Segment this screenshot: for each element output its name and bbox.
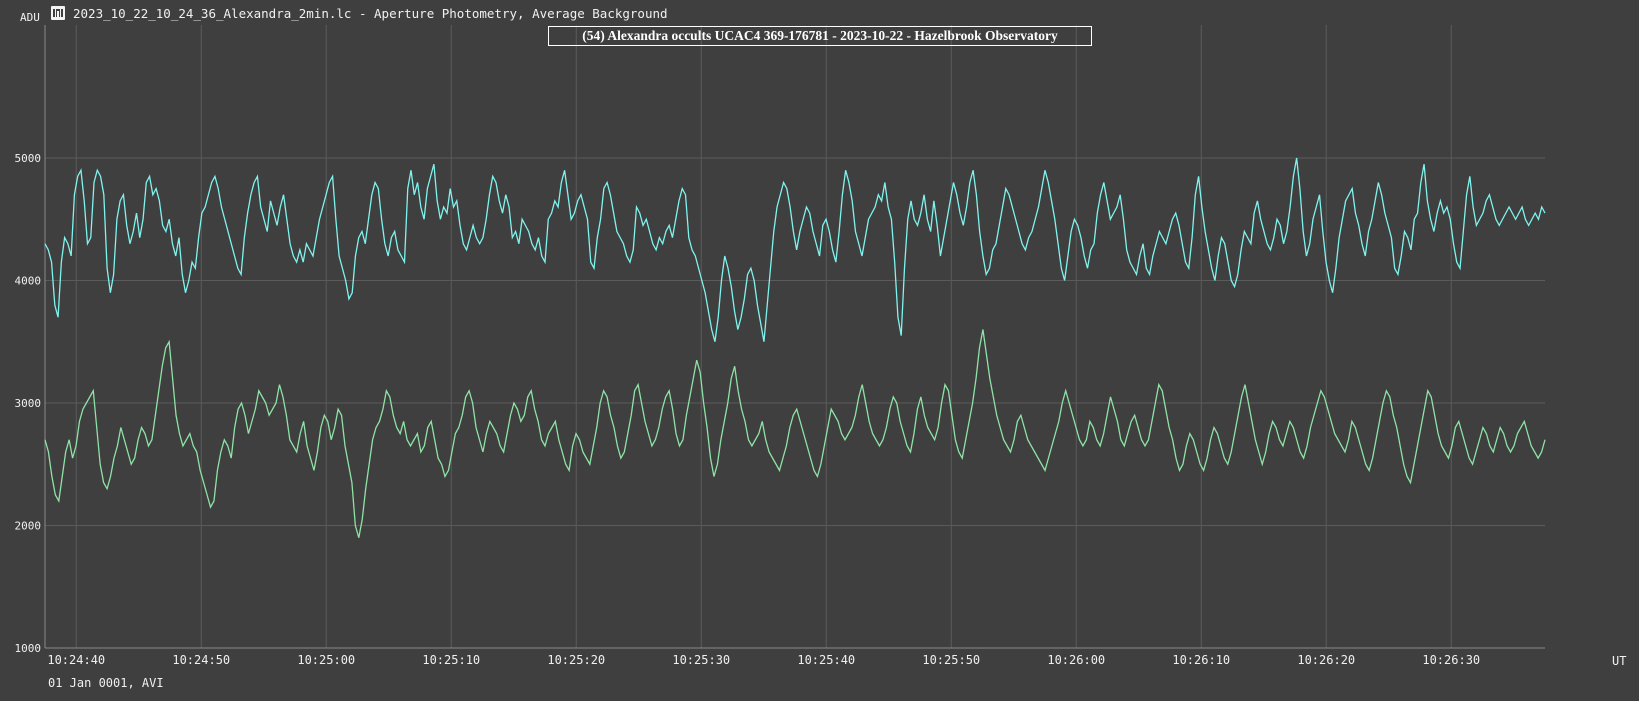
x-tick-label: 10:24:40 [47, 653, 105, 667]
x-tick-label: 10:26:10 [1172, 653, 1230, 667]
lightcurve-app-icon [51, 6, 65, 20]
grid-lines [45, 25, 1545, 648]
series-target-line [44, 157, 1546, 342]
window-title: 2023_10_22_10_24_36_Alexandra_2min.lc - … [73, 5, 668, 21]
y-tick-label: 5000 [15, 152, 42, 165]
x-tick-labels: 10:24:40 10:24:50 10:25:00 10:25:10 10:25:20… [47, 653, 1480, 667]
x-tick-label: 10:25:50 [922, 653, 980, 667]
x-tick-label: 10:26:30 [1422, 653, 1480, 667]
x-tick-label: 10:25:40 [797, 653, 855, 667]
series-comparison-line [44, 329, 1546, 538]
y-tick-labels: 1000 2000 3000 4000 5000 [15, 152, 42, 655]
chart-title: (54) Alexandra occults UCAC4 369-176781 … [548, 26, 1092, 46]
x-tick-label: 10:24:50 [172, 653, 230, 667]
x-tick-label: 10:25:20 [547, 653, 605, 667]
x-tick-label: 10:25:00 [297, 653, 355, 667]
axes [44, 25, 1545, 649]
y-axis-label: ADU [20, 11, 40, 24]
y-tick-label: 2000 [15, 520, 42, 533]
y-tick-label: 1000 [15, 642, 42, 655]
series-layer [44, 157, 1546, 538]
y-tick-label: 4000 [15, 275, 42, 288]
window-title-bar: 2023_10_22_10_24_36_Alexandra_2min.lc - … [51, 4, 668, 22]
footer-date-label: 01 Jan 0001, AVI [48, 676, 164, 690]
x-tick-label: 10:25:10 [422, 653, 480, 667]
x-tick-label: 10:25:30 [672, 653, 730, 667]
y-tick-label: 3000 [15, 397, 42, 410]
x-tick-label: 10:26:20 [1297, 653, 1355, 667]
x-tick-label: 10:26:00 [1047, 653, 1105, 667]
x-axis-label: UT [1612, 654, 1627, 668]
